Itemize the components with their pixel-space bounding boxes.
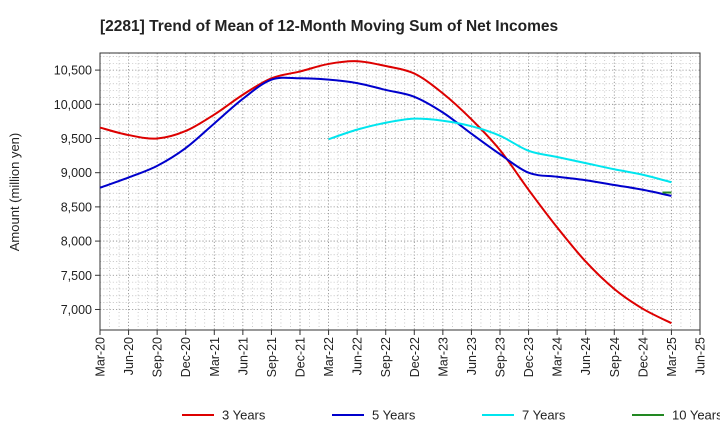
x-tick-label: Sep-20 — [151, 337, 165, 377]
legend-label-5-years: 5 Years — [372, 408, 416, 423]
x-tick-label: Mar-20 — [94, 337, 108, 377]
y-tick-label: 7,500 — [61, 269, 92, 283]
x-tick-label: Dec-23 — [522, 337, 536, 377]
x-tick-label: Dec-22 — [408, 337, 422, 377]
y-tick-label: 10,000 — [54, 98, 92, 112]
x-tick-label: Sep-23 — [494, 337, 508, 377]
x-tick-label: Sep-21 — [265, 337, 279, 377]
y-tick-label: 10,500 — [54, 64, 92, 78]
x-tick-label: Dec-24 — [636, 337, 650, 377]
x-tick-label: Mar-25 — [665, 337, 679, 377]
x-tick-label: Jun-25 — [694, 337, 708, 375]
chart-container: [2281] Trend of Mean of 12-Month Moving … — [0, 0, 720, 440]
x-tick-label: Sep-24 — [608, 337, 622, 377]
chart-title: [2281] Trend of Mean of 12-Month Moving … — [100, 18, 558, 35]
legend-label-3-years: 3 Years — [222, 408, 266, 423]
x-tick-label: Jun-22 — [351, 337, 365, 375]
y-axis-label: Amount (million yen) — [7, 133, 22, 252]
y-tick-label: 9,000 — [61, 166, 92, 180]
y-tick-label: 7,000 — [61, 303, 92, 317]
legend-label-10-years: 10 Years — [672, 408, 720, 423]
x-tick-label: Jun-21 — [236, 337, 250, 375]
line-chart: [2281] Trend of Mean of 12-Month Moving … — [0, 0, 720, 440]
x-tick-label: Jun-23 — [465, 337, 479, 375]
y-tick-label: 9,500 — [61, 132, 92, 146]
x-tick-label: Jun-20 — [122, 337, 136, 375]
x-tick-label: Mar-24 — [551, 337, 565, 377]
legend-label-7-years: 7 Years — [522, 408, 566, 423]
x-tick-label: Sep-22 — [379, 337, 393, 377]
y-tick-label: 8,000 — [61, 235, 92, 249]
x-tick-label: Dec-20 — [179, 337, 193, 377]
x-tick-label: Mar-21 — [208, 337, 222, 377]
x-tick-label: Mar-23 — [436, 337, 450, 377]
x-tick-label: Dec-21 — [294, 337, 308, 377]
x-tick-label: Jun-24 — [579, 337, 593, 375]
x-tick-label: Mar-22 — [322, 337, 336, 377]
y-tick-label: 8,500 — [61, 200, 92, 214]
